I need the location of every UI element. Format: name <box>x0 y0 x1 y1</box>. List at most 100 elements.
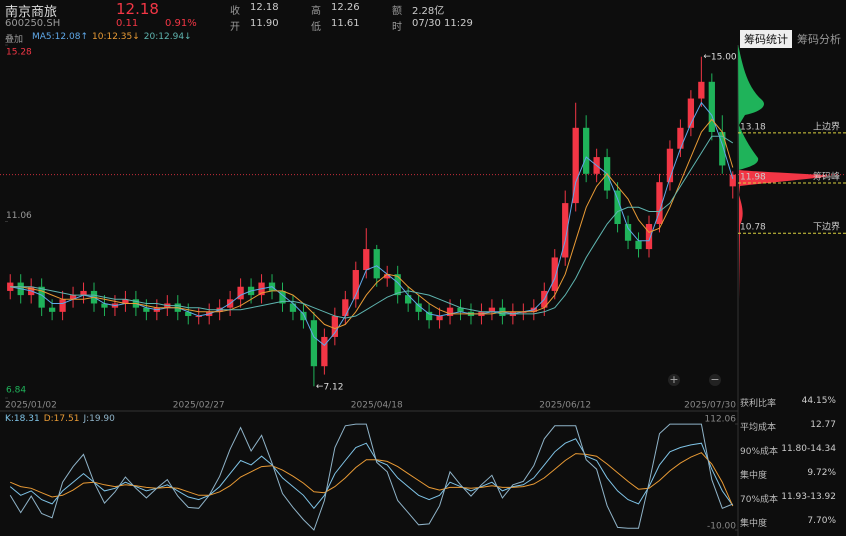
candle-body <box>446 307 454 317</box>
ma-line <box>10 118 734 330</box>
stat-value: 11.80-14.34 <box>781 444 836 454</box>
candle-body <box>394 274 401 296</box>
kdj-legend-item: D:17.51 <box>43 414 80 424</box>
x-tick-label: 2025/04/18 <box>351 401 403 411</box>
candle-body <box>457 307 464 312</box>
field-value: 07/30 11:29 <box>412 18 473 29</box>
level-label: 下边界 <box>813 222 840 233</box>
candle-body <box>279 290 286 304</box>
kdj-tick-label: -10.00 <box>707 522 736 532</box>
candle-body <box>624 224 632 241</box>
stock-code: 600250.SH <box>5 18 61 29</box>
candle-body <box>677 127 684 149</box>
candle-body <box>415 303 422 312</box>
stat-label: 集中度 <box>740 471 768 481</box>
candle-body <box>310 320 318 367</box>
x-tick-label: 2025/06/12 <box>539 401 591 411</box>
stock-name: 南京商旅 <box>5 5 58 20</box>
tab[interactable]: 筹码分析 <box>797 33 841 46</box>
stat-label: 70%成本 <box>740 495 779 505</box>
ma-legend-item: 10:12.35↓ <box>92 32 140 42</box>
stat-value: 11.93-13.92 <box>781 492 836 502</box>
zoom-in[interactable]: + <box>668 373 680 386</box>
x-tick-label: 2025/07/30 <box>684 401 736 411</box>
candle-body <box>436 316 443 321</box>
candle-body <box>666 148 674 183</box>
candle-body <box>48 307 56 312</box>
candle-body <box>38 286 45 308</box>
candle-body <box>321 336 328 367</box>
kdj-line <box>10 452 734 507</box>
candle-body <box>488 307 496 312</box>
candle-body <box>687 98 695 128</box>
level-label: 上边界 <box>813 121 840 132</box>
stat-label: 90%成本 <box>740 447 779 457</box>
candle-body <box>352 270 359 300</box>
field-label: 高 <box>311 6 321 17</box>
candle-body <box>69 295 77 300</box>
chip-profit <box>738 45 765 170</box>
candle-body <box>363 249 370 271</box>
candle-body <box>729 174 736 187</box>
candle-body <box>425 311 433 321</box>
ma-legend-item: MA5:12.08↑ <box>32 32 88 42</box>
candle-body <box>300 311 307 321</box>
stat-value: 12.77 <box>810 420 836 430</box>
field-label: 额 <box>392 6 402 17</box>
candle-body <box>384 274 391 279</box>
kdj-tick-label: 112.06 <box>705 415 737 425</box>
stat-label: 获利比率 <box>740 399 777 409</box>
field-value: 11.90 <box>250 18 279 29</box>
ma-line <box>10 135 734 319</box>
tab-active[interactable]: 筹码统计 <box>740 30 792 48</box>
price: 12.18 <box>116 0 159 18</box>
y-tick-label: 15.28 <box>6 48 32 58</box>
y-tick-label: 6.84 <box>6 386 26 396</box>
candle-body <box>405 295 412 304</box>
candle-body <box>122 299 129 304</box>
y-tick-label: 11.06 <box>6 211 32 221</box>
ma-line <box>10 101 734 346</box>
candle-body <box>289 303 297 312</box>
candle-body <box>572 127 579 204</box>
field-value: 11.61 <box>331 18 360 29</box>
candle-body <box>520 311 527 313</box>
kdj-legend: K:18.31 D:17.51 J:19.90 <box>5 414 119 424</box>
field-value: 2.28亿 <box>412 6 445 17</box>
change: 0.11 <box>116 18 139 29</box>
field-label: 时 <box>392 22 402 33</box>
candle-body <box>373 249 380 279</box>
candle-body <box>562 203 569 258</box>
extreme-label: ←7.12 <box>316 382 344 392</box>
candle-body <box>331 316 338 337</box>
kdj-line <box>9 438 734 510</box>
candle-body <box>719 131 726 166</box>
candle-body <box>656 182 663 225</box>
x-tick-label: 2025/02/27 <box>173 401 225 411</box>
field-label: 低 <box>311 22 321 33</box>
candle-body <box>195 316 202 318</box>
zoom-out[interactable]: − <box>709 373 721 386</box>
stat-value: 9.72% <box>807 468 836 478</box>
overlay-label: 叠加 <box>5 35 24 45</box>
field-value: 12.18 <box>250 2 279 13</box>
stat-label: 平均成本 <box>740 423 777 433</box>
candle-body <box>101 303 108 308</box>
candle-body <box>708 81 715 132</box>
candle-body <box>614 190 621 225</box>
extreme-value: 15.00 <box>711 52 737 62</box>
stat-value: 7.70% <box>807 516 836 526</box>
change-pct: 0.91% <box>165 18 197 29</box>
ma-legend: MA5:12.08↑ 10:12.35↓ 20:12.94↓ <box>32 32 196 42</box>
candle-body <box>635 240 642 250</box>
candle-body <box>80 290 87 296</box>
level-price: 13.18 <box>740 122 766 132</box>
level-price: 10.78 <box>740 223 766 233</box>
kdj-legend-item: J:19.90 <box>83 414 115 424</box>
candle-body <box>185 311 192 317</box>
extreme-label: ←15.00 <box>703 52 737 62</box>
field-value: 12.26 <box>331 2 360 13</box>
stat-label: 集中度 <box>740 519 768 529</box>
